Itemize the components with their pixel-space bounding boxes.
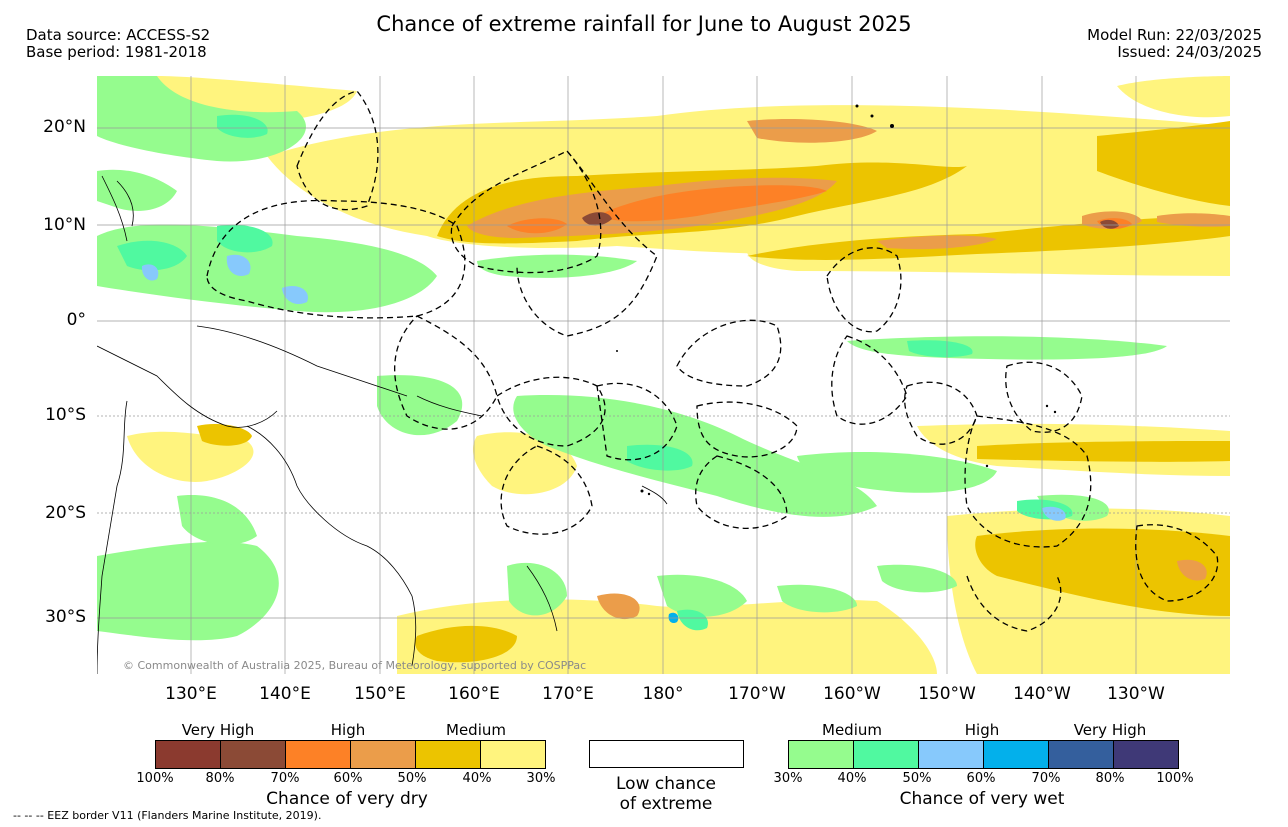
lon-label: 160°W [823, 684, 881, 704]
wet-light-blue-areas [141, 254, 1066, 521]
issued-date: Issued: 24/03/2025 [1117, 43, 1262, 61]
data-source: Data source: ACCESS-S2 [26, 26, 211, 44]
dry-swatch [481, 741, 545, 768]
wet-tick: 80% [1095, 771, 1125, 786]
wet-group-label: High [964, 721, 1000, 739]
dry-swatch [156, 741, 221, 768]
wet-tick: 70% [1031, 771, 1061, 786]
eez-borders [206, 90, 1219, 632]
dry-tick: 80% [205, 771, 235, 786]
lon-label: 140°E [259, 684, 311, 704]
dry-swatch [416, 741, 481, 768]
lat-label: 10°N [43, 215, 86, 235]
wet-swatch [854, 741, 919, 768]
lon-label: 170°W [728, 684, 786, 704]
copyright-notice: © Commonwealth of Australia 2025, Bureau… [123, 659, 587, 672]
base-period: Base period: 1981-2018 [26, 43, 207, 61]
lon-label: 160°E [448, 684, 500, 704]
lat-label: 10°S [45, 405, 86, 425]
lat-label: 0° [66, 310, 86, 330]
wet-teal-areas [117, 114, 1073, 631]
dry-tick: 30% [526, 771, 556, 786]
map-title: Chance of extreme rainfall for June to A… [376, 12, 912, 36]
wet-tick: 60% [966, 771, 996, 786]
lon-label: 130°W [1107, 684, 1165, 704]
lon-label: 170°E [542, 684, 594, 704]
wet-tick: 50% [902, 771, 932, 786]
eez-footnote: -- -- -- EEZ border V11 (Flanders Marine… [13, 809, 322, 822]
wet-tick: 30% [773, 771, 803, 786]
dry-swatch [286, 741, 351, 768]
lat-label: 20°S [45, 503, 86, 523]
rainfall-map [97, 76, 1230, 674]
coastlines [97, 175, 668, 674]
wet-colorbar [788, 740, 1179, 769]
dry-legend-title: Chance of very dry [266, 789, 428, 809]
lat-label: 20°N [43, 117, 86, 137]
dry-tick: 50% [397, 771, 427, 786]
dry-tick: 60% [333, 771, 363, 786]
lon-label: 150°E [354, 684, 406, 704]
low-chance-swatch [589, 740, 744, 768]
low-chance-label: Low chance of extreme [566, 774, 766, 814]
wet-swatch [919, 741, 984, 768]
dry-very-high-areas [582, 212, 1119, 229]
rainfall-map-canvas [97, 76, 1230, 674]
islands [616, 104, 1057, 496]
wet-tick: 40% [837, 771, 867, 786]
wet-medium-areas [97, 76, 1167, 641]
wet-legend-title: Chance of very wet [899, 789, 1065, 809]
wet-swatch [984, 741, 1049, 768]
dry-tick: 70% [270, 771, 300, 786]
wet-swatch [1049, 741, 1114, 768]
model-run: Model Run: 22/03/2025 [1087, 26, 1262, 44]
graticule [97, 76, 1230, 674]
low-chance-line1: Low chance [616, 774, 716, 794]
lon-label: 180° [642, 684, 684, 704]
dry-colorbar [155, 740, 546, 769]
dry-group-label: Medium [446, 721, 506, 739]
lon-label: 130°E [165, 684, 217, 704]
wet-group-label: Very High [1073, 721, 1147, 739]
low-chance-line2: of extreme [619, 794, 713, 814]
dry-swatch [221, 741, 286, 768]
lat-label: 30°S [45, 607, 86, 627]
dry-group-label: Very High [181, 721, 255, 739]
dry-tick: 40% [462, 771, 492, 786]
wet-tick: 100% [1156, 771, 1194, 786]
dry-swatch [351, 741, 416, 768]
dry-tick: 100% [136, 771, 174, 786]
wet-swatch [1114, 741, 1178, 768]
wet-group-label: Medium [822, 721, 882, 739]
wet-swatch [789, 741, 854, 768]
lon-label: 150°W [918, 684, 976, 704]
lon-label: 140°W [1013, 684, 1071, 704]
dry-group-label: High [330, 721, 366, 739]
